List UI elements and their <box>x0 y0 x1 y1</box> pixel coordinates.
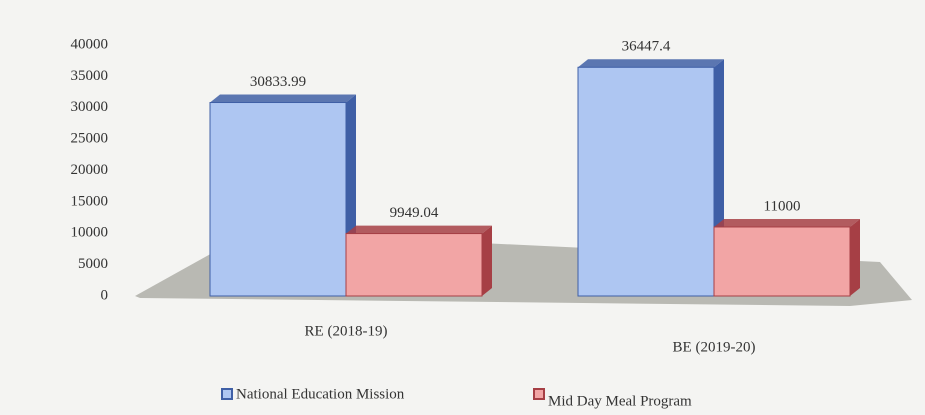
data-label: 11000 <box>764 198 801 214</box>
data-label: 9949.04 <box>390 205 439 221</box>
bar <box>209 102 347 297</box>
bar-side <box>850 218 860 296</box>
bar-top <box>714 218 860 227</box>
legend-swatch <box>533 388 545 400</box>
y-tick-label: 20000 <box>71 162 109 178</box>
bar <box>577 66 715 297</box>
bar-top <box>578 59 724 68</box>
y-tick-label: 30000 <box>71 99 109 115</box>
legend-label: National Education Mission <box>236 386 405 402</box>
y-tick-label: 40000 <box>71 36 109 52</box>
bar-side <box>482 225 492 296</box>
data-label: 36447.4 <box>622 39 671 55</box>
bar <box>713 226 851 297</box>
y-tick-label: 5000 <box>78 256 108 272</box>
y-tick-label: 0 <box>101 287 109 303</box>
y-tick-label: 10000 <box>71 225 109 241</box>
bar-top <box>210 94 356 103</box>
y-tick-label: 35000 <box>71 68 109 84</box>
legend-label: Mid Day Meal Program <box>548 393 692 409</box>
legend-swatch <box>221 388 233 400</box>
data-label: 30833.99 <box>250 74 306 90</box>
y-tick-label: 15000 <box>71 193 109 209</box>
y-tick-label: 25000 <box>71 131 109 147</box>
x-tick-label: RE (2018-19) <box>305 323 388 339</box>
bar <box>345 233 483 297</box>
bar-top <box>346 225 492 234</box>
x-tick-label: BE (2019-20) <box>673 339 756 355</box>
